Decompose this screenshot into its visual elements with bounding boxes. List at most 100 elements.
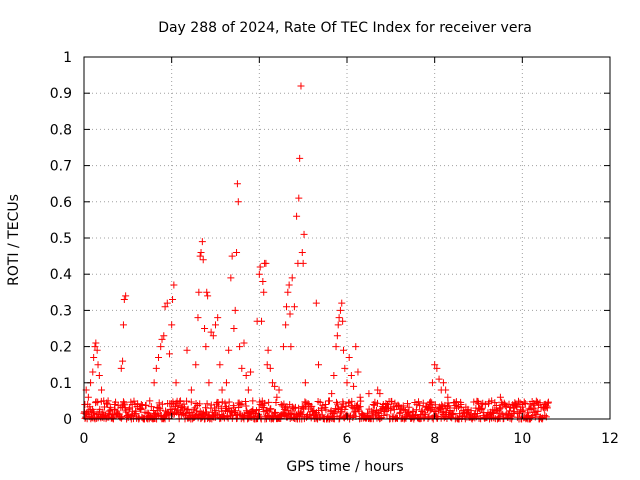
data-point — [150, 379, 158, 387]
data-point — [271, 382, 279, 390]
data-point — [238, 364, 246, 372]
data-point — [212, 321, 219, 329]
data-point — [442, 386, 450, 394]
data-point — [240, 339, 248, 347]
data-point — [163, 299, 171, 307]
x-tick-label: 6 — [343, 431, 352, 447]
baseline-point — [471, 414, 479, 422]
baseline-point — [142, 401, 150, 409]
baseline-point — [203, 400, 211, 408]
data-point — [225, 346, 233, 354]
data-point — [365, 390, 373, 398]
data-point — [312, 299, 320, 307]
data-point — [90, 353, 98, 361]
data-point — [183, 346, 191, 354]
baseline-point — [255, 410, 263, 418]
data-point — [247, 368, 255, 376]
baseline-point — [156, 404, 164, 412]
baseline-point — [506, 407, 514, 415]
baseline-point — [501, 402, 509, 410]
baseline-point — [349, 414, 357, 422]
baseline-point — [242, 402, 250, 410]
data-point — [104, 397, 112, 405]
data-point — [333, 332, 341, 340]
data-point — [137, 404, 145, 412]
data-point — [433, 364, 441, 372]
data-point — [356, 393, 364, 401]
data-point — [298, 248, 306, 256]
baseline-point — [492, 402, 500, 410]
baseline-point — [134, 400, 142, 408]
data-point — [157, 343, 165, 351]
y-tick-label: 0.6 — [50, 195, 72, 211]
baseline-point — [392, 413, 400, 421]
data-point — [195, 288, 203, 296]
baseline-point — [245, 414, 253, 422]
data-point — [176, 397, 184, 405]
data-point — [295, 194, 303, 202]
data-point — [426, 401, 434, 409]
data-point — [527, 404, 535, 412]
baseline-point — [295, 404, 303, 412]
baseline-point — [207, 401, 215, 409]
data-point — [352, 343, 360, 351]
data-point — [325, 397, 333, 405]
y-tick-label: 0.2 — [50, 340, 72, 356]
baseline-point — [541, 412, 549, 420]
data-point — [170, 281, 178, 289]
baseline-point — [380, 412, 388, 420]
data-point — [328, 390, 336, 398]
data-point — [227, 274, 235, 282]
data-point — [249, 397, 257, 405]
baseline-point — [119, 398, 127, 406]
data-point — [335, 314, 343, 322]
baseline-point — [452, 398, 460, 406]
baseline-point — [267, 405, 275, 413]
data-point — [169, 296, 177, 304]
baseline-point — [443, 403, 451, 411]
baseline-point — [249, 406, 257, 414]
baseline-point — [122, 406, 130, 414]
baseline-point — [470, 398, 478, 406]
baseline-point — [321, 401, 329, 409]
data-point — [376, 390, 384, 398]
data-point — [263, 361, 271, 369]
data-point — [439, 379, 447, 387]
data-point — [160, 332, 168, 340]
data-point — [315, 361, 323, 369]
data-point — [431, 361, 439, 369]
baseline-point — [238, 400, 246, 408]
baseline-point — [510, 408, 518, 416]
baseline-point — [301, 398, 309, 406]
baseline-point — [318, 411, 326, 419]
data-point — [198, 238, 206, 246]
data-point — [194, 314, 202, 322]
y-tick-label: 0.4 — [50, 267, 72, 283]
baseline-point — [445, 402, 453, 410]
baseline-point — [299, 410, 307, 418]
data-point — [155, 353, 163, 361]
baseline-point — [182, 410, 190, 418]
baseline-point — [271, 408, 279, 416]
data-point — [475, 404, 482, 412]
baseline-point — [123, 412, 131, 420]
data-point — [192, 361, 200, 369]
data-point — [119, 357, 127, 365]
data-point — [93, 346, 101, 354]
data-point — [231, 306, 239, 314]
data-point — [268, 379, 276, 387]
baseline-point — [105, 407, 113, 415]
data-point — [283, 303, 291, 311]
baseline-point — [534, 407, 542, 415]
grid — [84, 57, 610, 419]
data-point — [152, 364, 160, 372]
baseline-point — [291, 403, 299, 411]
baseline-point — [388, 397, 396, 405]
data-point — [266, 364, 274, 372]
baseline-point — [543, 404, 551, 412]
y-tick-label: 1 — [63, 50, 72, 66]
baseline-point — [272, 399, 280, 407]
baseline-point — [341, 405, 349, 413]
baseline-point — [231, 407, 239, 415]
baseline-point — [356, 403, 364, 411]
